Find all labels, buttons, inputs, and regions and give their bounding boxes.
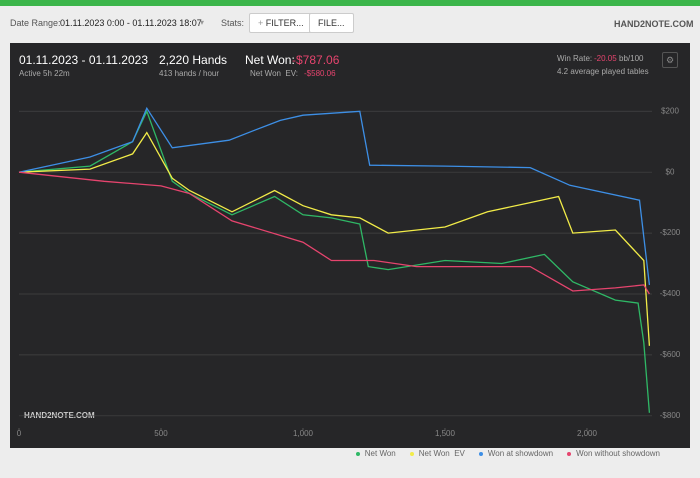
y-tick-label: $200 [661,106,679,115]
ev-label: Net Won EV: [250,69,299,78]
net-won-label: Net Won: [245,53,295,67]
legend-swatch [355,451,360,456]
legend-label: Won at showdown [487,449,554,458]
legend: Net Won Net Won EV Won at showdown Won with… [355,449,660,458]
active-time: Active 5h 22m [19,69,70,78]
legend-item[interactable]: Won at showdown [478,449,554,458]
chart: $200 $0 -$200 -$400 -$600 -$800 0 500 1,000 1,500… [17,106,681,438]
y-tick-label: $0 [666,167,675,176]
logo: HAND2NOTE.COM [614,19,694,29]
win-rate-label: Win Rate: [557,54,593,63]
legend-swatch [567,451,572,456]
plus-icon: + [258,18,266,28]
date-range[interactable]: 01.11.2023 0:00 - 01.11.2023 18:07 [60,18,202,28]
series-line [18,106,651,285]
filter-button[interactable]: + FILTER... [249,13,313,33]
legend-label: Net Won EV [418,449,465,458]
dropdown-arrow[interactable]: ▾ [200,18,205,27]
x-tick-label: 0 [17,429,22,438]
hands: 2,220 Hands [159,53,228,67]
series-line [18,109,651,413]
win-rate-unit: bb/100 [619,54,644,63]
series-line [18,131,651,346]
legend-item[interactable]: Net Won [355,449,396,458]
series-line [18,171,650,295]
settings-icon[interactable]: ⚙ [662,52,678,68]
legend-item[interactable]: Won without showdown [567,449,660,458]
y-tick-label: -$400 [660,289,681,298]
stats-label: Stats: [221,18,245,28]
x-tick-label: 1,000 [293,429,314,438]
top-bar [0,0,700,6]
net-won-value: -$787.06 [292,53,340,67]
filter-text: FILTER... [265,18,304,28]
x-tick-label: 500 [154,429,168,438]
x-tick-label: 1,500 [435,429,456,438]
date-span: 01.11.2023 - 01.11.2023 [19,53,148,67]
chart-panel: 01.11.2023 - 01.11.2023 Active 5h 22m 2,… [10,43,690,448]
legend-label: Won without showdown [576,449,660,458]
legend-swatch [409,451,414,456]
y-tick-label: -$200 [660,228,681,237]
win-rate-value: -20.05 [594,54,617,63]
x-tick-label: 2,000 [577,429,598,438]
legend-swatch [478,451,483,456]
ev-value: -$580.06 [304,69,336,78]
y-tick-label: -$600 [660,350,681,359]
legend-item[interactable]: Net Won EV [409,449,465,458]
hands-rate: 413 hands / hour [159,69,220,78]
legend-label: Net Won [364,449,396,458]
file-button[interactable]: FILE... [309,13,354,33]
y-tick-label: -$800 [660,411,681,420]
tables: 4.2 average played tables [557,67,649,76]
date-label: Date Range: [10,18,61,28]
